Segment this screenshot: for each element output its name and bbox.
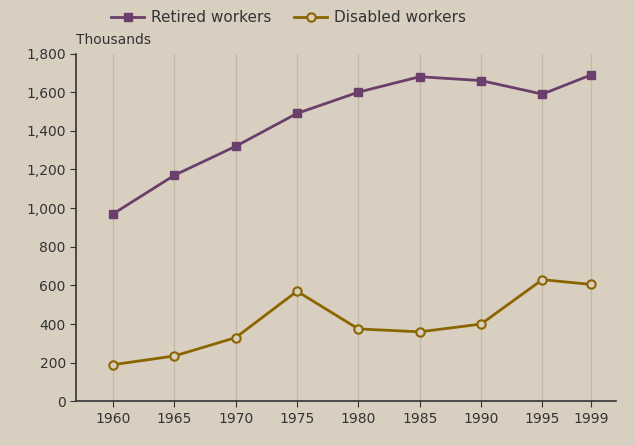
- Legend: Retired workers, Disabled workers: Retired workers, Disabled workers: [111, 10, 465, 25]
- Text: Thousands: Thousands: [76, 33, 151, 46]
